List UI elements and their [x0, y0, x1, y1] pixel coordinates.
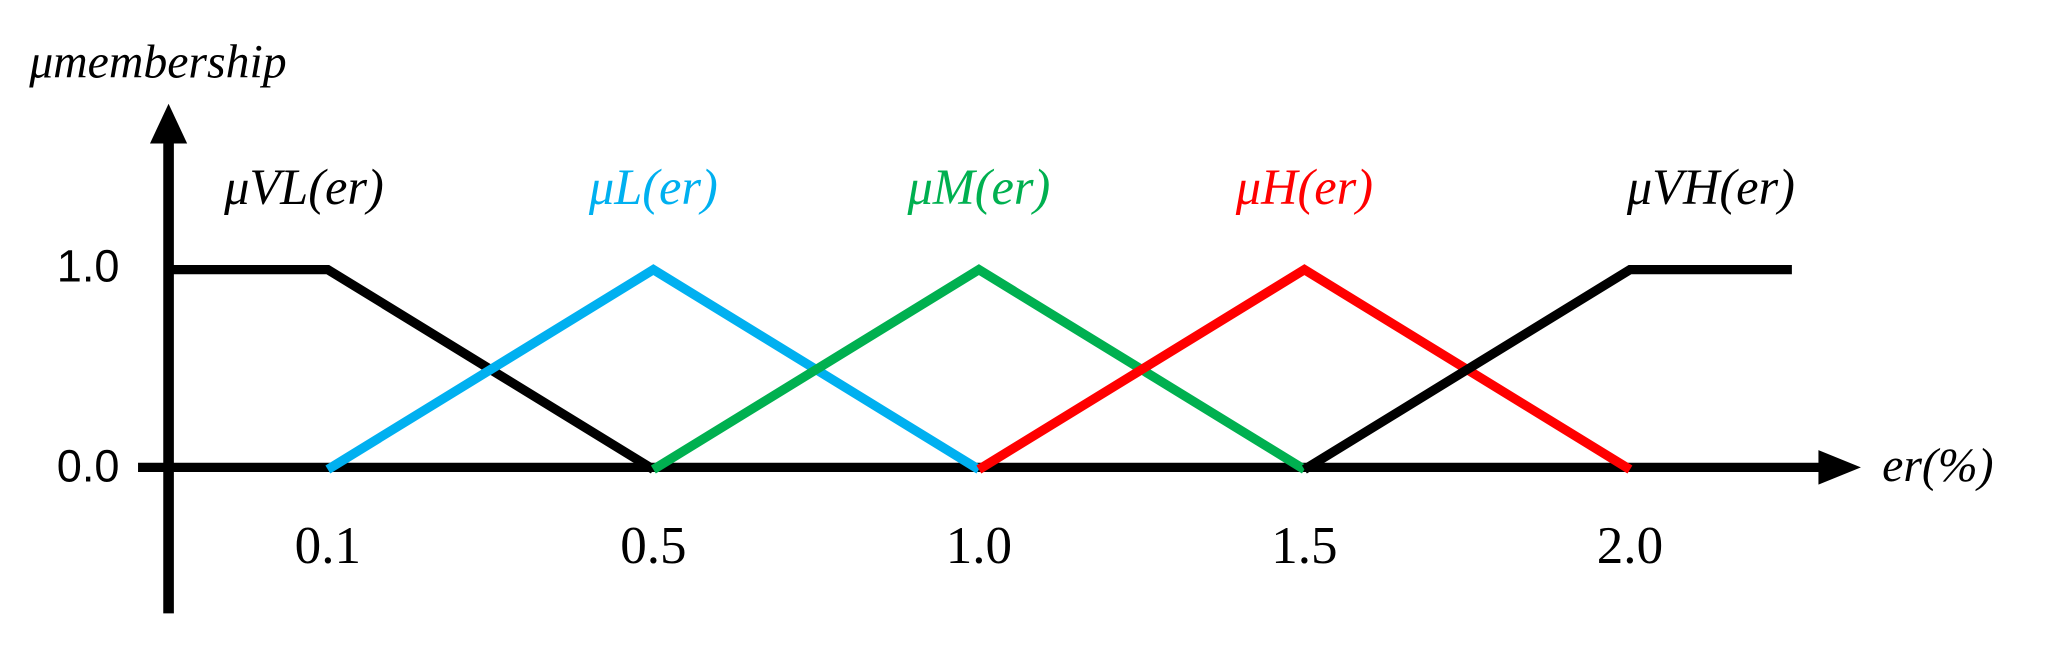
x-tick-label: 2.0: [1597, 517, 1663, 575]
x-tick-label: 1.0: [946, 517, 1012, 575]
membership-line: [1301, 264, 1792, 474]
x-tick-label: 0.5: [620, 517, 686, 575]
series-label: μVH(er): [1626, 159, 1795, 215]
series-label: μM(er): [906, 159, 1050, 215]
membership-line: [976, 264, 1633, 474]
y-tick-label: 0.0: [57, 440, 120, 491]
membership-line: [325, 264, 982, 474]
y-axis-label: μmembership: [28, 36, 286, 89]
x-axis-label: er(%): [1882, 439, 1993, 492]
series-label: μL(er): [588, 159, 718, 215]
series-label: μVL(er): [223, 159, 384, 215]
x-tick-label: 1.5: [1271, 517, 1337, 575]
x-axis-arrow: [1818, 450, 1861, 485]
membership-line: [168, 264, 656, 474]
y-axis-arrow: [149, 103, 188, 144]
series-label: μH(er): [1235, 159, 1373, 215]
y-tick-label: 1.0: [57, 241, 120, 292]
membership-line: [650, 264, 1307, 474]
x-tick-label: 0.1: [295, 517, 361, 575]
